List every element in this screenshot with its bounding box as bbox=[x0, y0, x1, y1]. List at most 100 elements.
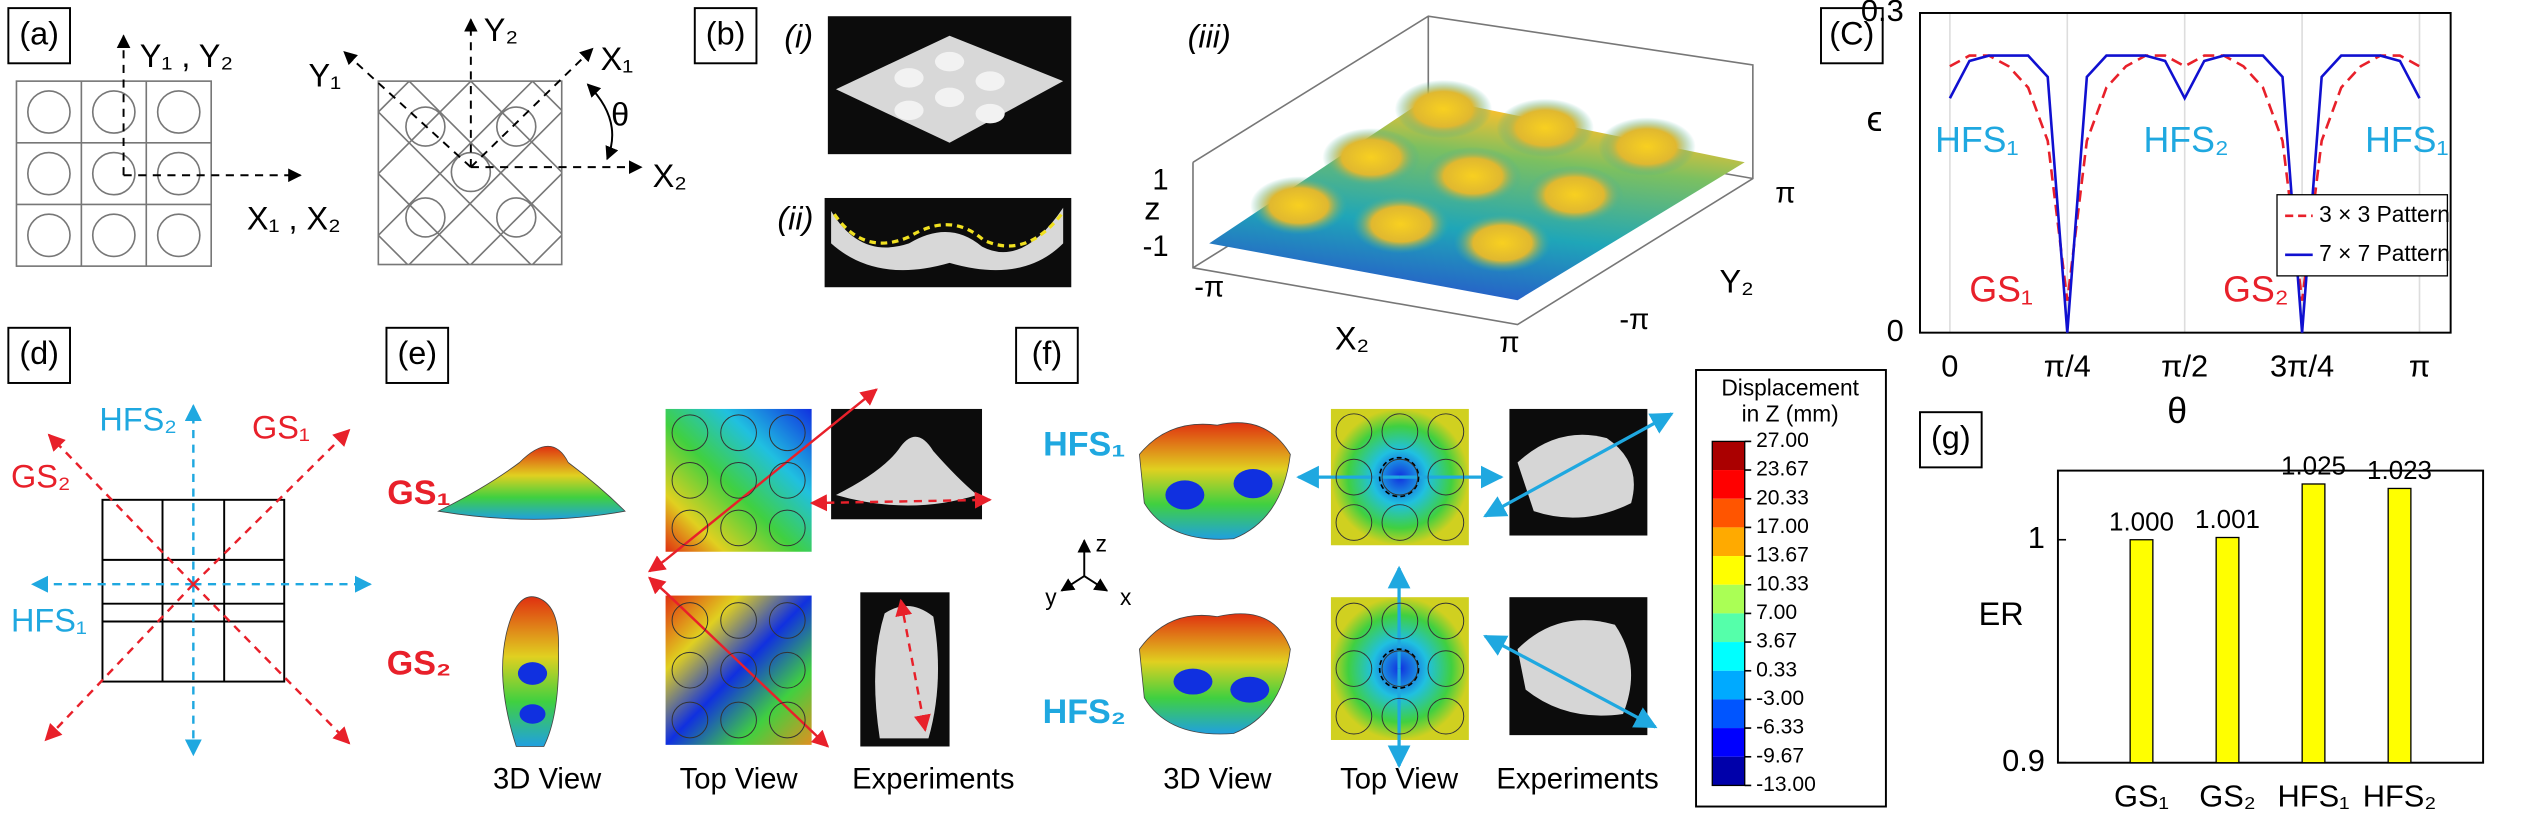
colorbar-tick-label: 20.33 bbox=[1756, 486, 1809, 509]
dimple bbox=[671, 701, 709, 739]
surface-bump bbox=[1322, 128, 1420, 187]
value-label: 1.025 bbox=[2281, 451, 2346, 481]
surface-bump bbox=[1351, 195, 1450, 254]
colorbar-tick-label: 10.33 bbox=[1756, 572, 1809, 595]
panel-e-views bbox=[437, 388, 992, 748]
panel-a-right-grid-part bbox=[586, 83, 619, 161]
sub-label: (i) bbox=[784, 19, 813, 55]
colorbar-tick-label: 17.00 bbox=[1756, 515, 1809, 538]
dimple bbox=[720, 602, 757, 639]
panel-a-left-grid-part bbox=[91, 90, 136, 134]
colorbar-segment bbox=[1712, 613, 1745, 643]
axis-label: y bbox=[1045, 584, 1057, 610]
panel-a-right-grid-part bbox=[495, 106, 537, 147]
dimple bbox=[720, 462, 757, 499]
panel-e-views-part bbox=[665, 595, 812, 745]
panel-f-views-part bbox=[1233, 468, 1273, 499]
dimple bbox=[1427, 602, 1465, 640]
dimple bbox=[720, 651, 757, 689]
colorbar-tick-label: -3.00 bbox=[1756, 687, 1804, 710]
colorbar-frame bbox=[1695, 369, 1887, 808]
dimple bbox=[1335, 602, 1373, 640]
panel-label-box bbox=[1820, 7, 1884, 65]
panel-f-views-part bbox=[1230, 676, 1270, 703]
dimple bbox=[1381, 504, 1419, 541]
colorbar-outline bbox=[1711, 440, 1746, 787]
axis-label: Y₂ bbox=[484, 12, 518, 48]
legend-label: 7 × 7 Pattern bbox=[2319, 240, 2450, 266]
panel-e-views-part bbox=[835, 436, 978, 506]
tick-label: -1 bbox=[1143, 231, 1169, 263]
panel-d-diagram-part bbox=[192, 583, 351, 745]
colorbar-tick-label: -9.67 bbox=[1756, 744, 1804, 767]
panel-a-left-grid-part bbox=[27, 151, 71, 196]
dimple bbox=[1335, 650, 1373, 687]
panel-f-views-part bbox=[1139, 613, 1291, 735]
top-view-dimples bbox=[671, 413, 1465, 739]
dimple bbox=[768, 651, 806, 689]
dimple bbox=[768, 462, 806, 499]
surface-bump bbox=[1394, 79, 1493, 139]
panel-f-views-part bbox=[1083, 575, 1109, 592]
photo-plate-part bbox=[975, 71, 1005, 91]
angle-label: θ bbox=[611, 96, 629, 132]
surface-bump bbox=[1453, 213, 1552, 273]
y-tick-label: 0.3 bbox=[1861, 0, 1904, 28]
y-axis-label: ϵ bbox=[1867, 99, 1883, 139]
colorbar-tick-label: 3.67 bbox=[1756, 630, 1797, 653]
surface-bump bbox=[1496, 98, 1594, 158]
panel-a-left-grid-part bbox=[156, 90, 201, 134]
surface-bump bbox=[1250, 176, 1348, 235]
colorbar-title: Displacement bbox=[1721, 374, 1859, 400]
photo-profile-part bbox=[831, 207, 1064, 271]
series-line bbox=[1948, 54, 2421, 333]
dimple bbox=[768, 701, 806, 739]
dimple bbox=[768, 602, 806, 639]
panel-label: (C) bbox=[1829, 15, 1874, 51]
photo-profile-part bbox=[833, 213, 1063, 248]
annotation: HFS₂ bbox=[2144, 120, 2229, 160]
dimple bbox=[1381, 697, 1419, 735]
panel-f-views-part bbox=[1139, 422, 1291, 540]
direction-label: HFS₁ bbox=[11, 603, 87, 639]
dimple bbox=[1427, 697, 1465, 735]
dimple bbox=[1381, 413, 1419, 450]
panel-a-left-grid-part bbox=[15, 80, 213, 267]
panel-f-views-part bbox=[1483, 412, 1674, 518]
photo-plate-part bbox=[975, 103, 1005, 124]
photo-plate-part bbox=[934, 51, 965, 72]
photo-plate-part bbox=[934, 87, 965, 108]
panel-a-right-grid-part bbox=[405, 197, 446, 238]
y-tick-label: 1 bbox=[2028, 520, 2045, 555]
row-label: HFS₂ bbox=[1043, 693, 1126, 731]
colorbar-segment bbox=[1712, 527, 1745, 557]
row-label: GS₂ bbox=[387, 644, 451, 682]
panel-a-left-grid-part bbox=[91, 151, 136, 196]
dimple bbox=[1427, 504, 1465, 541]
bar bbox=[2215, 536, 2240, 764]
dimple bbox=[1335, 504, 1373, 541]
colorbar-segment bbox=[1712, 441, 1745, 471]
panel-label-box bbox=[693, 7, 758, 65]
dimple bbox=[671, 602, 709, 639]
panel-a-left-grid-part bbox=[27, 213, 71, 258]
colorbar-tick-label: 7.00 bbox=[1756, 601, 1797, 624]
panel-a-right-grid-part bbox=[405, 106, 446, 147]
panel-e-views-part bbox=[665, 408, 812, 552]
axis-label: Y₁ bbox=[308, 57, 341, 93]
legend-label: 3 × 3 Pattern bbox=[2319, 201, 2450, 227]
panel-e-views-part bbox=[437, 446, 626, 520]
panel-f-views-part bbox=[1060, 575, 1085, 592]
legend-box bbox=[2276, 194, 2449, 277]
panel-a-right-grid-part bbox=[470, 47, 594, 168]
dimple bbox=[1427, 413, 1465, 450]
tick-label: -π bbox=[1194, 272, 1224, 304]
plot-frame bbox=[2056, 469, 2485, 764]
value-label: 1.001 bbox=[2195, 504, 2260, 534]
panel-e-views-part bbox=[517, 662, 548, 685]
axis-label: x bbox=[1120, 584, 1132, 610]
colorbar-tick-label: 23.67 bbox=[1756, 458, 1809, 481]
panel-d-diagram bbox=[30, 403, 372, 757]
axis-label: X₂ bbox=[1335, 320, 1369, 356]
tick-label: -π bbox=[1619, 304, 1649, 336]
